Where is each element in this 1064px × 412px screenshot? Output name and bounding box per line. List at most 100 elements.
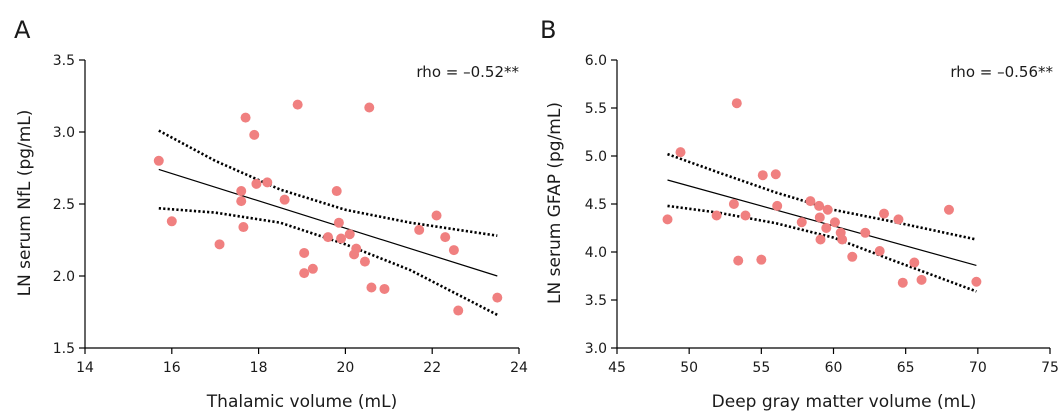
panel-a-data-point	[299, 268, 310, 279]
panel-b-x-tick-label: 75	[1041, 360, 1059, 376]
panel-b-y-tick-label: 3.0	[585, 341, 607, 357]
panel-a-data-point	[249, 129, 260, 140]
panel-a-data-point	[414, 224, 425, 235]
panel-a-data-point	[366, 282, 377, 293]
panel-b-data-point	[805, 196, 816, 207]
panel-a-data-point	[166, 216, 177, 227]
panel-b-data-point	[733, 255, 744, 266]
panel-b-data-point	[814, 200, 825, 211]
panel-a-data-point	[379, 283, 390, 294]
panel-b-rho-annotation: rho = –0.56**	[950, 63, 1053, 81]
panel-a-data-point	[448, 245, 459, 256]
panel-b-data-point	[893, 214, 904, 225]
panel-a: A rho = –0.52** Thalamic volume (mL) LN …	[14, 16, 528, 412]
panel-b-y-tick-label: 6.0	[585, 53, 607, 69]
panel-a-x-tick-label: 24	[510, 360, 528, 376]
panel-a-x-tick-label: 14	[76, 360, 94, 376]
panel-b-data-point	[874, 246, 885, 257]
panel-b-data-point	[772, 200, 783, 211]
panel-a-data-point	[331, 186, 342, 197]
panel-b-data-point	[879, 208, 890, 219]
panel-b-x-axis-title: Deep gray matter volume (mL)	[712, 392, 977, 412]
panel-a-data-point	[299, 247, 310, 258]
panel-a-data-point	[251, 178, 262, 189]
panel-b-data-point	[829, 217, 840, 228]
panel-a-y-tick-label: 3.0	[53, 125, 75, 141]
panel-b-x-tick-label: 45	[608, 360, 626, 376]
panel-a-x-tick-label: 16	[163, 360, 181, 376]
panel-a-y-axis-title: LN serum NfL (pg/mL)	[15, 110, 35, 297]
panel-a-data-point	[153, 155, 164, 166]
panel-b-data-point	[756, 254, 767, 265]
panel-b-y-tick-label: 3.5	[585, 293, 607, 309]
panel-a-y-tick-label: 1.5	[53, 341, 75, 357]
panel-a-letter: A	[14, 16, 31, 44]
panel-a-data-point	[344, 229, 355, 240]
panel-a-data-point	[492, 292, 503, 303]
panel-b-data-point	[943, 204, 954, 215]
panel-a-data-point	[336, 233, 347, 244]
panel-b-data-point	[822, 204, 833, 215]
panel-a-data-point	[240, 112, 251, 123]
panel-a-data-point	[431, 210, 442, 221]
panel-a-regression-line	[158, 168, 498, 277]
panel-b-y-tick-label: 5.5	[585, 101, 607, 117]
panel-a-x-axis-title: Thalamic volume (mL)	[206, 392, 397, 412]
panel-b-data-point	[711, 210, 722, 221]
panel-a-y-tick-label: 3.5	[53, 53, 75, 69]
panel-a-data-point	[214, 239, 225, 250]
panel-a-data-point	[307, 263, 318, 274]
panel-b-x-tick-label: 65	[897, 360, 915, 376]
panel-b-data-point	[897, 277, 908, 288]
panel-b-x-tick-label: 60	[825, 360, 843, 376]
panel-b-x-tick-label: 55	[752, 360, 770, 376]
panel-b-data-point	[740, 210, 751, 221]
panel-b-data-point	[847, 251, 858, 262]
panel-a-data-point	[359, 256, 370, 267]
panel-b-data-point	[909, 257, 920, 268]
panel-b-x-tick-label: 50	[680, 360, 698, 376]
panel-a-x-tick-label: 18	[250, 360, 268, 376]
panel-b-y-axis-title: LN serum GFAP (pg/mL)	[545, 102, 565, 304]
panel-b-y-tick-label: 4.5	[585, 197, 607, 213]
panel-b-x-tick-label: 70	[969, 360, 987, 376]
panel-b-data-point	[815, 234, 826, 245]
panel-b-data-point	[860, 227, 871, 238]
panel-b-data-point	[916, 274, 927, 285]
panel-b-ci-upper-curve	[667, 152, 977, 241]
panel-a-y-tick-label: 2.0	[53, 269, 75, 285]
panel-b-data-point	[814, 212, 825, 223]
panel-b-data-point	[796, 217, 807, 228]
panel-a-data-point	[262, 177, 273, 188]
panel-a-x-tick-label: 20	[336, 360, 354, 376]
panel-a-data-point	[453, 305, 464, 316]
panel-a-data-point	[351, 243, 362, 254]
panel-a-data-point	[440, 232, 451, 243]
panel-a-data-point	[279, 194, 290, 205]
panel-a-plot-area: 14 16 18 20 22 24 1.5 2.0 2.5 3.0 3.5	[53, 53, 528, 376]
panel-a-data-point	[292, 99, 303, 110]
panel-b-regression-line	[667, 179, 977, 267]
panel-a-data-point	[364, 102, 375, 113]
panel-a-x-tick-label: 22	[423, 360, 441, 376]
panel-b: B rho = –0.56** Deep gray matter volume …	[540, 16, 1059, 412]
panel-b-data-point	[821, 223, 832, 233]
panel-b-data-point	[675, 147, 686, 158]
panel-b-data-point	[731, 98, 742, 109]
panel-a-ci-upper-curve	[158, 129, 498, 237]
panel-a-rho-annotation: rho = –0.52**	[416, 63, 519, 81]
panel-b-y-tick-label: 5.0	[585, 149, 607, 165]
panel-b-data-point	[757, 170, 768, 181]
panel-a-data-point	[333, 217, 344, 228]
panel-b-y-tick-label: 4.0	[585, 245, 607, 261]
panel-a-data-point	[236, 196, 247, 207]
panel-b-data-point	[971, 276, 982, 287]
panel-a-data-point	[238, 222, 249, 233]
panel-b-letter: B	[540, 16, 556, 44]
panel-a-data-point	[323, 232, 334, 243]
panel-b-data-point	[728, 199, 739, 209]
panel-b-data-point	[662, 214, 673, 225]
panel-a-ci-lower-curve	[158, 207, 498, 317]
panel-b-data-point	[837, 234, 848, 245]
